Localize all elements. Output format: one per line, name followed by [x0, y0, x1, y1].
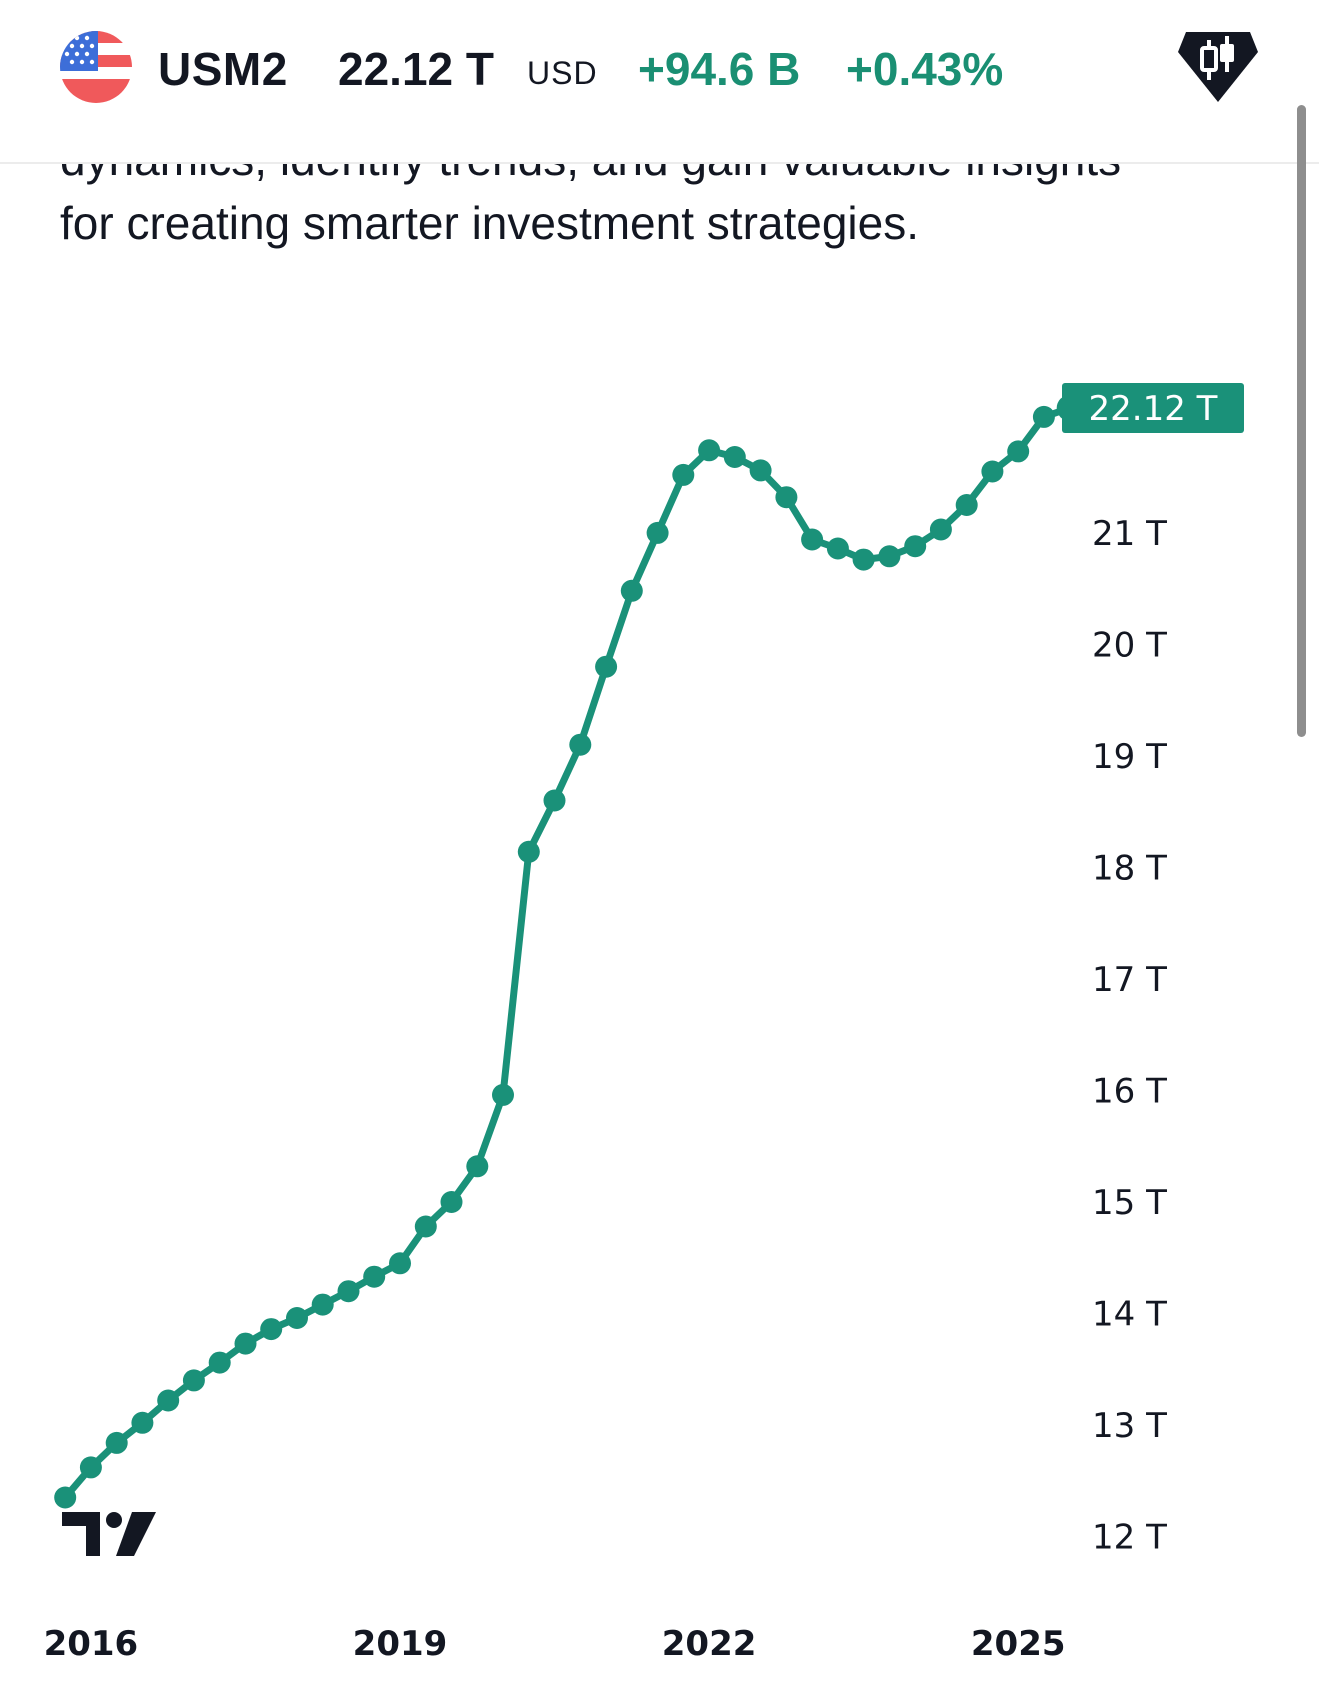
data-point[interactable]	[620, 579, 643, 602]
data-point[interactable]	[543, 789, 566, 812]
data-point[interactable]	[208, 1351, 231, 1374]
data-point[interactable]	[1007, 440, 1030, 463]
data-point[interactable]	[131, 1411, 154, 1434]
data-point[interactable]	[852, 548, 875, 571]
data-point[interactable]	[1032, 405, 1055, 428]
data-point[interactable]	[775, 486, 798, 509]
data-point[interactable]	[569, 733, 592, 756]
symbol-header: USM2 22.12 T USD +94.6 B +0.43%	[0, 0, 1319, 164]
data-point[interactable]	[157, 1389, 180, 1412]
tradingview-logo-icon	[62, 1512, 156, 1556]
data-point[interactable]	[595, 655, 618, 678]
data-point[interactable]	[363, 1265, 386, 1288]
description-text: for creating smarter investment strategi…	[60, 197, 919, 249]
x-tick-label: 2022	[662, 1624, 757, 1664]
data-point[interactable]	[492, 1083, 514, 1106]
x-tick-label: 2025	[971, 1624, 1066, 1664]
x-axis: 2016 2019 2022 2025	[44, 1624, 1066, 1664]
series-line	[61, 404, 1074, 1501]
scrollbar[interactable]	[1297, 105, 1306, 737]
data-point[interactable]	[389, 1252, 411, 1275]
data-point[interactable]	[981, 460, 1004, 483]
current-price: 22.12 T	[338, 43, 494, 95]
data-point[interactable]	[337, 1280, 360, 1303]
data-point[interactable]	[286, 1307, 308, 1329]
y-tick-label: 20 T	[1092, 625, 1167, 665]
data-point[interactable]	[182, 1369, 205, 1392]
x-tick-label: 2016	[44, 1624, 139, 1664]
data-point[interactable]	[311, 1293, 334, 1316]
currency-label: USD	[527, 55, 598, 91]
y-tick-label: 15 T	[1092, 1183, 1167, 1223]
data-point[interactable]	[698, 439, 721, 462]
data-point[interactable]	[440, 1191, 463, 1213]
data-point[interactable]	[414, 1215, 437, 1238]
y-axis: 12 T 13 T 14 T 15 T 16 T 17 T 18 T 19 T 20 T 21 T	[1092, 514, 1167, 1558]
data-point[interactable]	[54, 1486, 77, 1509]
data-point[interactable]	[904, 535, 927, 558]
last-value-label: 22.12 T	[1089, 389, 1218, 429]
data-point[interactable]	[955, 494, 978, 516]
data-point[interactable]	[105, 1431, 128, 1454]
y-tick-label: 21 T	[1092, 514, 1167, 554]
data-point[interactable]	[826, 537, 849, 560]
data-point[interactable]	[234, 1332, 257, 1355]
data-point[interactable]	[672, 463, 695, 486]
price-change-percent: +0.43%	[846, 43, 1004, 95]
y-tick-label: 12 T	[1092, 1518, 1167, 1558]
y-tick-label: 18 T	[1092, 848, 1167, 888]
data-point[interactable]	[749, 459, 772, 482]
data-point[interactable]	[801, 528, 824, 551]
y-tick-label: 19 T	[1092, 737, 1167, 777]
candlestick-chart-icon[interactable]	[1176, 28, 1260, 104]
data-point[interactable]	[260, 1318, 283, 1341]
x-tick-label: 2019	[353, 1624, 448, 1664]
data-point[interactable]	[646, 521, 669, 544]
data-point[interactable]	[723, 446, 746, 468]
last-value-badge-bg	[1062, 383, 1244, 433]
us-flag-icon	[60, 31, 132, 103]
price-change: +94.6 B	[638, 43, 801, 95]
data-point[interactable]	[466, 1155, 489, 1178]
y-tick-label: 16 T	[1092, 1072, 1167, 1112]
last-value-badge: 22.12 T	[1062, 383, 1244, 433]
data-point[interactable]	[517, 840, 540, 863]
data-points	[54, 395, 1083, 1509]
data-point[interactable]	[929, 518, 952, 541]
data-point[interactable]	[79, 1456, 102, 1479]
data-point[interactable]	[878, 545, 901, 568]
y-tick-label: 13 T	[1092, 1406, 1167, 1446]
symbol-name[interactable]: USM2	[158, 43, 288, 95]
y-tick-label: 14 T	[1092, 1295, 1167, 1335]
y-tick-label: 17 T	[1092, 960, 1167, 1000]
